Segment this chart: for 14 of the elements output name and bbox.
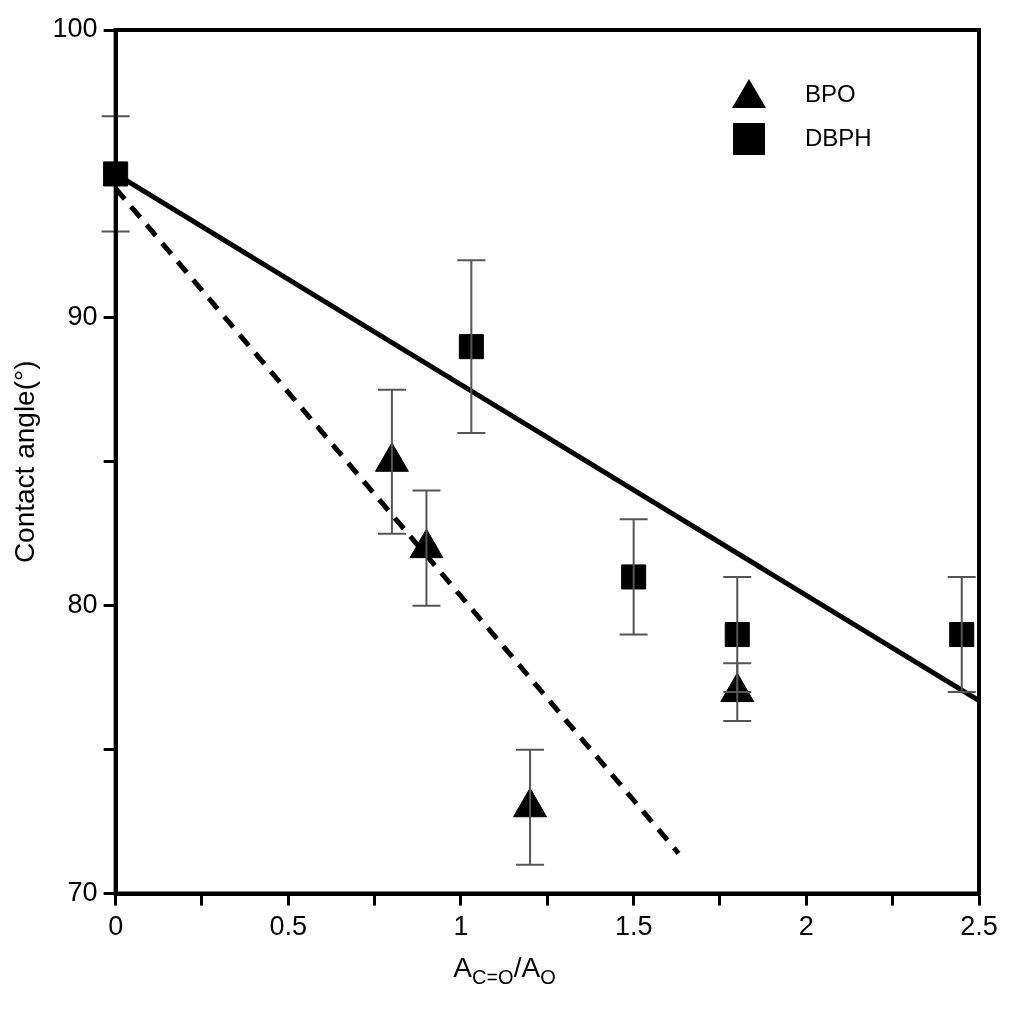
x-tick-label: 2	[798, 911, 814, 942]
x-tick-label: 2.5	[960, 911, 998, 942]
y-tick-label: 80	[67, 589, 98, 620]
x-tick-label: 1.5	[614, 911, 653, 942]
y-tick-label: 70	[67, 877, 98, 908]
x-axis-title: A$_{C=O}$/A$_{O}$	[452, 952, 557, 989]
x-tick-label: 1	[453, 911, 469, 942]
x-tick-label: 0	[108, 911, 124, 942]
x-tick-label: 0.5	[269, 911, 308, 942]
y-tick-label: 100	[52, 13, 98, 44]
legend-label: BPO	[805, 79, 856, 107]
legend-label: DBPH	[805, 123, 872, 151]
y-tick-label: 90	[67, 301, 98, 332]
y-axis-title: Contact angle(°)	[8, 360, 40, 564]
